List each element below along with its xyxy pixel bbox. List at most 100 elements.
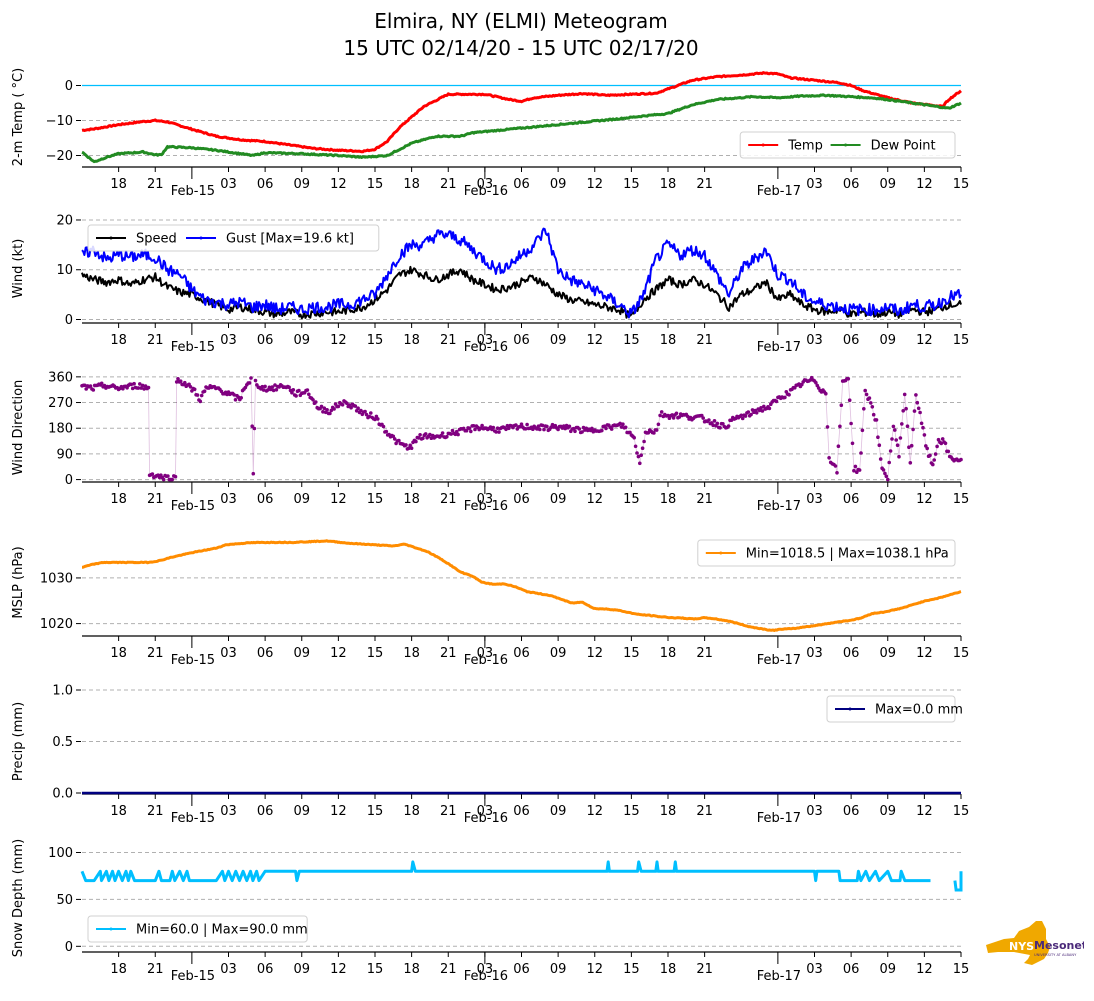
- wind-direction-point: [925, 446, 929, 451]
- x-tick-label: 06: [513, 492, 530, 507]
- wind-direction-point: [519, 422, 524, 427]
- wind-direction-point: [658, 413, 662, 418]
- wind-direction-point: [743, 414, 748, 418]
- x-tick-label: 09: [293, 333, 310, 348]
- x-tick-label: 18: [403, 333, 420, 348]
- x-tick-label: 03: [220, 333, 237, 348]
- x-tick-label: 21: [147, 177, 164, 192]
- wind-direction-connector: [81, 376, 962, 482]
- wind-direction-point: [573, 429, 577, 434]
- panel-snow-depth: 0 50 100 Snow Depth (mm) 18 21 03 06 09 12 15 18 21 0…: [11, 839, 969, 984]
- wind-direction-point: [88, 384, 93, 388]
- wind-direction-point: [274, 388, 279, 392]
- wind-direction-point: [760, 409, 765, 413]
- x-tick-label: 06: [257, 333, 274, 348]
- wind-direction-point: [397, 438, 401, 443]
- x-tick-label: 21: [440, 646, 457, 661]
- wind-direction-point: [138, 382, 142, 386]
- wind-direction-point: [294, 394, 298, 398]
- wind-direction-point: [739, 413, 744, 418]
- wind-direction-point: [456, 432, 460, 437]
- wind-direction-point: [633, 444, 638, 449]
- wind-direction-point: [525, 422, 529, 427]
- x-tick-label: 12: [586, 177, 603, 192]
- wind-direction-point: [825, 425, 830, 429]
- wind-direction-point: [287, 385, 291, 390]
- x-tick-label: 12: [586, 333, 603, 348]
- x-tick-label: 21: [696, 492, 713, 507]
- wind-direction-point: [349, 405, 353, 410]
- x-tick-label: 21: [147, 646, 164, 661]
- y-axis-label: Wind (kt): [11, 239, 26, 299]
- wind-direction-point: [170, 477, 174, 482]
- x-tick-label: 03: [220, 804, 237, 819]
- wind-direction-point: [250, 424, 254, 429]
- wind-direction-point: [946, 449, 951, 454]
- wind-direction-point: [740, 416, 745, 421]
- wind-direction-point: [328, 411, 332, 416]
- y-axis-label: Precip (mm): [11, 702, 26, 781]
- wind-direction-point: [166, 474, 170, 478]
- wind-direction-point: [531, 427, 535, 432]
- x-tick-label: 21: [440, 492, 457, 507]
- wind-direction-point: [867, 396, 872, 400]
- wind-direction-point: [887, 460, 891, 465]
- wind-direction-point: [407, 446, 411, 451]
- x-tick-label: 18: [660, 333, 677, 348]
- y-axis-label: MSLP (hPa): [11, 546, 26, 618]
- x-tick-label: 18: [403, 646, 420, 661]
- x-tick-label: 03: [806, 646, 823, 661]
- x-tick-label: 09: [550, 804, 567, 819]
- x-tick-label: 21: [147, 492, 164, 507]
- y-tick-label: 1020: [40, 617, 73, 632]
- wind-direction-point: [639, 453, 643, 458]
- wind-direction-point: [307, 392, 311, 397]
- wind-direction-point: [495, 426, 500, 431]
- x-tick-label: 15: [367, 177, 384, 192]
- wind-direction-point: [198, 399, 203, 404]
- wind-direction-point: [305, 388, 310, 392]
- y-tick-label: 360: [48, 370, 73, 385]
- nys-mesonet-logo: NYS Mesonet UNIVERSITY AT ALBANY: [984, 919, 1087, 969]
- wind-direction-point: [174, 380, 179, 384]
- x-date-label: Feb-16: [464, 653, 508, 668]
- wind-direction-point: [618, 421, 622, 426]
- wind-direction-point: [580, 430, 584, 434]
- x-tick-label: 12: [330, 492, 347, 507]
- wind-direction-point: [928, 453, 932, 458]
- wind-direction-point: [392, 437, 397, 441]
- wind-direction-point: [129, 382, 134, 387]
- wind-direction-point: [600, 428, 604, 433]
- wind-direction-point: [454, 429, 459, 434]
- wind-direction-point: [897, 454, 901, 459]
- wind-direction-point: [919, 421, 924, 426]
- x-tick-label: 12: [586, 804, 603, 819]
- wind-direction-point: [567, 424, 572, 429]
- series-line-gust-max-19-6-kt: [81, 227, 962, 319]
- x-tick-label: 21: [440, 962, 457, 977]
- wind-direction-point: [902, 392, 907, 397]
- series-line-min-1018-5-max-1038-1-hpa: [81, 539, 962, 632]
- x-tick-label: 06: [513, 177, 530, 192]
- legend: Speed Gust [Max=19.6 kt]: [87, 224, 380, 252]
- x-tick-label: 12: [916, 646, 933, 661]
- wind-direction-point: [839, 403, 844, 408]
- wind-direction-point: [469, 429, 473, 434]
- legend-label: Max=0.0 mm: [875, 703, 963, 718]
- wind-direction-point: [883, 471, 887, 476]
- wind-direction-point: [749, 412, 753, 417]
- wind-direction-point: [707, 418, 711, 422]
- y-tick-label: 50: [56, 893, 73, 908]
- wind-direction-point: [685, 414, 690, 419]
- wind-direction-point: [898, 436, 903, 440]
- panel-wind: 0 10 20 Wind (kt) 18 21 03 06 09 12 15 18 21 03 06 09 12…: [11, 213, 969, 355]
- x-tick-label: 09: [879, 177, 896, 192]
- wind-direction-point: [939, 441, 944, 446]
- legend-label: Dew Point: [871, 139, 936, 154]
- legend-box: [697, 539, 956, 567]
- wind-direction-point: [367, 414, 372, 419]
- x-tick-label: 12: [916, 804, 933, 819]
- wind-direction-point: [345, 401, 349, 406]
- x-tick-label: 15: [953, 646, 970, 661]
